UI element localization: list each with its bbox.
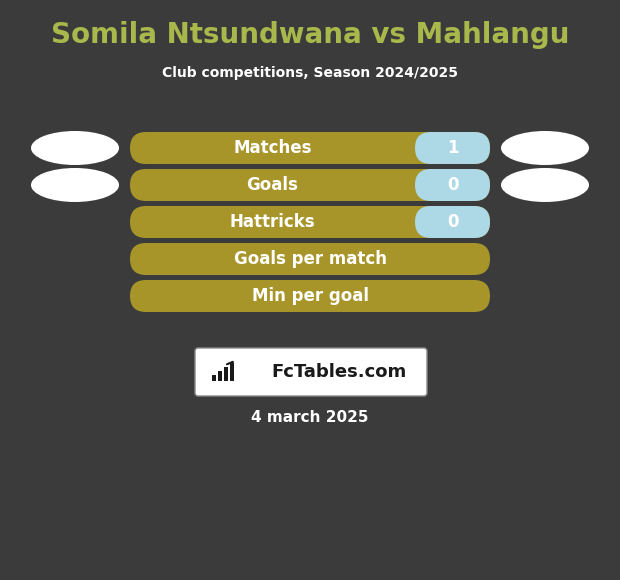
Text: Somila Ntsundwana vs Mahlangu: Somila Ntsundwana vs Mahlangu: [51, 21, 569, 49]
Text: 1: 1: [447, 139, 458, 157]
Text: Club competitions, Season 2024/2025: Club competitions, Season 2024/2025: [162, 66, 458, 80]
Text: Hattricks: Hattricks: [229, 213, 316, 231]
Bar: [224, 367, 228, 381]
FancyBboxPatch shape: [130, 132, 490, 164]
Text: Min per goal: Min per goal: [252, 287, 368, 305]
Ellipse shape: [501, 131, 589, 165]
Text: FcTables.com: FcTables.com: [271, 363, 407, 381]
Ellipse shape: [501, 168, 589, 202]
FancyBboxPatch shape: [195, 348, 427, 396]
FancyBboxPatch shape: [415, 206, 490, 238]
Text: 0: 0: [447, 213, 458, 231]
FancyBboxPatch shape: [130, 243, 490, 275]
Text: 0: 0: [447, 176, 458, 194]
FancyBboxPatch shape: [415, 132, 490, 164]
FancyBboxPatch shape: [130, 206, 490, 238]
Bar: [230, 363, 234, 381]
Ellipse shape: [31, 168, 119, 202]
Bar: [212, 375, 216, 381]
FancyBboxPatch shape: [130, 280, 490, 312]
Text: Goals: Goals: [247, 176, 298, 194]
Text: 4 march 2025: 4 march 2025: [251, 411, 369, 426]
Text: Matches: Matches: [233, 139, 312, 157]
FancyBboxPatch shape: [130, 169, 490, 201]
Text: Goals per match: Goals per match: [234, 250, 386, 268]
Bar: [218, 371, 222, 381]
FancyBboxPatch shape: [415, 169, 490, 201]
Ellipse shape: [31, 131, 119, 165]
